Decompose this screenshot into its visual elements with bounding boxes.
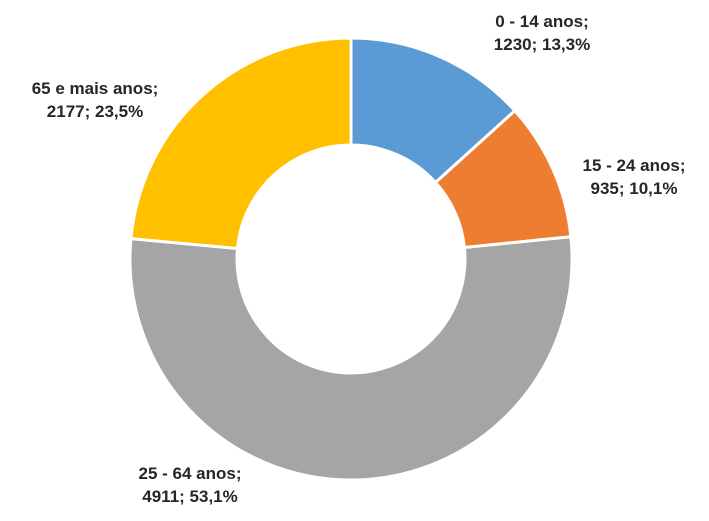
donut-slice-4 <box>129 36 353 251</box>
data-label-0-14-line2: 1230; 13,3% <box>493 35 591 54</box>
data-label-15-24-line1: 15 - 24 anos; <box>582 156 686 175</box>
data-label-0-14: 0 - 14 anos; 1230; 13,3% <box>452 10 632 56</box>
data-label-0-14-line1: 0 - 14 anos; <box>495 12 589 31</box>
data-label-25-64: 25 - 64 anos; 4911; 53,1% <box>100 462 280 508</box>
data-label-65-mais: 65 e mais anos; 2177; 23,5% <box>2 77 188 123</box>
data-label-65-mais-line1: 65 e mais anos; <box>31 79 159 98</box>
data-label-15-24: 15 - 24 anos; 935; 10,1% <box>554 154 709 200</box>
data-label-25-64-line1: 25 - 64 anos; <box>138 464 242 483</box>
data-label-15-24-line2: 935; 10,1% <box>590 179 678 198</box>
data-label-25-64-line2: 4911; 53,1% <box>142 487 238 506</box>
donut-slice-3 <box>128 235 574 482</box>
data-label-65-mais-line2: 2177; 23,5% <box>46 102 144 121</box>
